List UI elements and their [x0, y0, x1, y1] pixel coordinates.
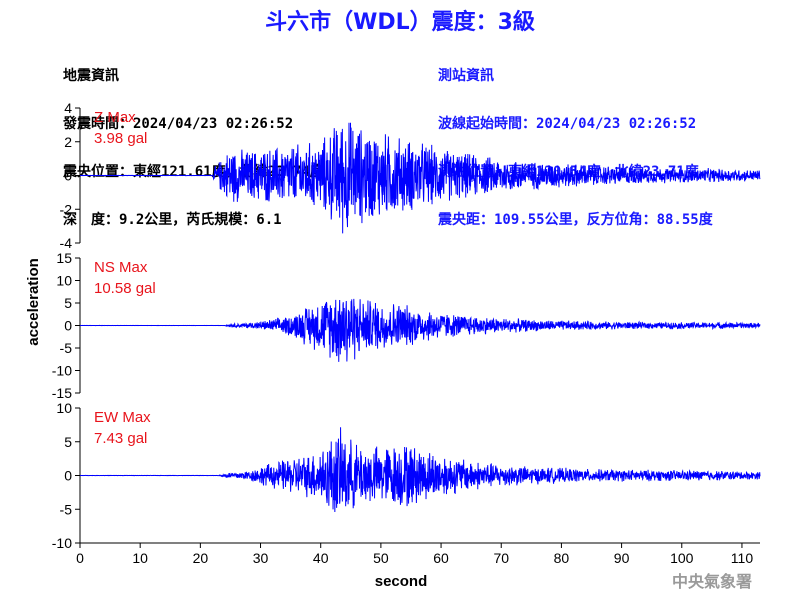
y-tick-label: 10: [56, 273, 72, 289]
x-tick-label: 70: [493, 550, 509, 566]
series-max-label: 7.43 gal: [94, 430, 147, 447]
y-axis-label: acceleration: [25, 258, 42, 346]
x-tick-label: 60: [433, 550, 449, 566]
x-axis-label: second: [375, 573, 428, 590]
series-name-label: EW Max: [94, 409, 151, 426]
y-tick-label: -2: [60, 201, 73, 217]
y-tick-label: -10: [52, 363, 72, 379]
x-tick-label: 100: [670, 550, 694, 566]
quake-depth-magnitude: 深 度：9.2公里，芮氏規模：6.1: [63, 212, 282, 228]
waveform-line: [79, 427, 761, 513]
panel-2: -10 -5 0 5 10 EW Max 7.43 gal: [52, 400, 761, 551]
x-tick-label: 0: [76, 550, 84, 566]
y-tick-label: 0: [64, 468, 72, 484]
y-tick-label: -4: [60, 235, 73, 251]
y-tick-label: 15: [56, 250, 72, 266]
series-name-label: Z Max: [94, 109, 136, 126]
x-tick-label: 80: [554, 550, 570, 566]
y-tick-label: 2: [64, 134, 72, 150]
panel-0: -4 -2 0 2 4 Z Max 3.98 gal: [60, 100, 761, 251]
y-tick-label: 0: [64, 318, 72, 334]
station-info-heading: 測站資訊: [438, 68, 494, 84]
panel-1: -15 -10 -5 0 5 10 15 NS Max 10.58 gal: [52, 250, 761, 401]
x-tick-label: 110: [731, 550, 754, 566]
y-tick-label: 5: [64, 434, 72, 450]
waveform-line: [79, 298, 761, 362]
y-tick-label: 10: [56, 400, 72, 416]
series-max-label: 3.98 gal: [94, 130, 147, 147]
y-tick-label: -10: [52, 535, 72, 551]
x-tick-label: 10: [132, 550, 148, 566]
quake-origin-time: 發震時間：2024/04/23 02:26:52: [63, 116, 294, 132]
y-tick-label: 4: [64, 100, 72, 116]
series-max-label: 10.58 gal: [94, 280, 156, 297]
waveform-line: [80, 122, 761, 234]
quake-info-heading: 地震資訊: [63, 68, 119, 84]
y-tick-label: -5: [60, 340, 73, 356]
x-tick-label: 50: [373, 550, 389, 566]
y-tick-label: 5: [64, 295, 72, 311]
agency-watermark: 中央氣象署: [672, 572, 752, 591]
x-tick-label: 20: [193, 550, 209, 566]
station-wave-start: 波線起始時間：2024/04/23 02:26:52: [438, 116, 697, 132]
station-distance: 震央距：109.55公里，反方位角：88.55度: [438, 212, 713, 228]
y-tick-label: -15: [52, 385, 72, 401]
chart-title: 斗六市（WDL）震度：3級: [265, 10, 535, 35]
y-tick-label: 0: [64, 168, 72, 184]
series-name-label: NS Max: [94, 259, 148, 276]
x-tick-label: 30: [253, 550, 269, 566]
x-tick-label: 90: [614, 550, 630, 566]
y-tick-label: -5: [60, 501, 73, 517]
x-tick-label: 40: [313, 550, 329, 566]
